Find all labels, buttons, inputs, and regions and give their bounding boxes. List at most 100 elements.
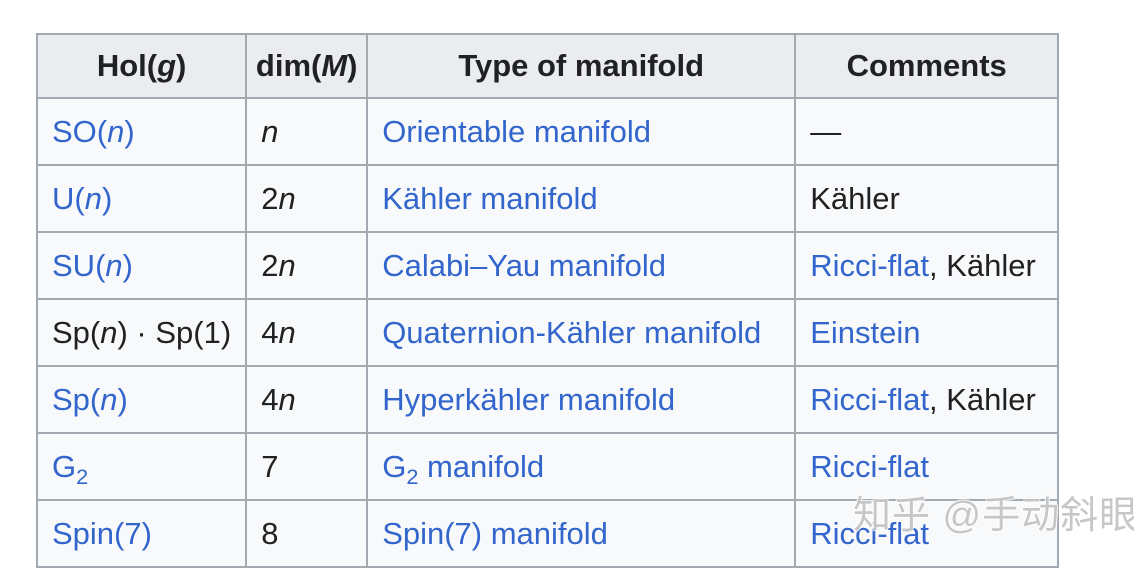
type-cell: Kähler manifold (366, 164, 797, 233)
hol-text: Sp( (52, 314, 101, 350)
table-row: U(n) 2n Kähler manifold Kähler (35, 164, 1060, 233)
comments-cell: — (794, 97, 1060, 166)
header-hol-text: Hol( (96, 48, 158, 83)
comment-text: Kähler (810, 180, 900, 216)
hol-text: Spin(7) (52, 515, 152, 551)
dim-num: 2 (261, 247, 279, 283)
hol-cell: G2 (35, 432, 248, 501)
hol-var: n (100, 314, 118, 350)
hol-close: ) (124, 113, 135, 149)
header-hol-var: g (157, 48, 177, 83)
column-header-hol: Hol(g) (35, 33, 248, 99)
comment-link[interactable]: Ricci-flat (810, 515, 930, 551)
hol-link[interactable]: Sp(n) (52, 382, 128, 417)
holonomy-classification-table: Hol(g) dim(M) Type of manifold Comments … (35, 33, 1060, 568)
type-text: G (382, 448, 407, 484)
comments-cell: Kähler (794, 164, 1060, 233)
dim-cell: 2n (245, 164, 369, 233)
comments-cell: Ricci-flat, Kähler (794, 365, 1060, 434)
type-link[interactable]: Kähler manifold (382, 180, 598, 216)
hol-var: n (100, 381, 118, 417)
table-row: Sp(n) 4n Hyperkähler manifold Ricci-flat… (35, 365, 1060, 434)
hol-subscript: 2 (76, 463, 89, 489)
dim-num: 2 (261, 180, 279, 216)
hol-link[interactable]: U(n) (52, 181, 112, 216)
hol-text: G (52, 448, 77, 484)
type-subscript: 2 (406, 463, 419, 489)
dim-var: n (261, 113, 279, 149)
hol-link[interactable]: SO(n) (52, 114, 135, 149)
type-cell: Quaternion-Kähler manifold (366, 298, 797, 367)
type-link[interactable]: Quaternion-Kähler manifold (382, 314, 762, 350)
dim-var: n (278, 180, 296, 216)
hol-close: ) (117, 381, 128, 417)
type-cell: Spin(7) manifold (366, 499, 797, 568)
type-link[interactable]: G2 manifold (382, 448, 545, 488)
dim-num: 8 (261, 515, 279, 551)
type-cell: Calabi–Yau manifold (366, 231, 797, 300)
column-header-dim: dim(M) (245, 33, 369, 99)
hol-text: U( (52, 180, 85, 216)
hol-close: ) (122, 247, 133, 283)
type-cell: G2 manifold (366, 432, 797, 501)
table-row: Sp(n) · Sp(1) 4n Quaternion-Kähler manif… (35, 298, 1060, 367)
comment-link[interactable]: Einstein (810, 314, 921, 350)
hol-link[interactable]: G2 (52, 448, 88, 488)
hol-plain: Sp(n) · Sp(1) (52, 315, 231, 350)
comments-cell: Ricci-flat (794, 499, 1060, 568)
type-link[interactable]: Spin(7) manifold (382, 515, 608, 551)
dim-cell: 8 (245, 499, 369, 568)
dim-cell: n (245, 97, 369, 166)
table-row: G2 7 G2 manifold Ricci-flat (35, 432, 1060, 501)
comment-link[interactable]: Ricci-flat (810, 448, 930, 484)
hol-cell: SO(n) (35, 97, 248, 166)
hol-cell: SU(n) (35, 231, 248, 300)
header-dim-var: M (321, 48, 348, 83)
dim-cell: 4n (245, 365, 369, 434)
hol-text: Sp( (52, 381, 101, 417)
comments-cell: Einstein (794, 298, 1060, 367)
type-cell: Orientable manifold (366, 97, 797, 166)
comments-cell: Ricci-flat (794, 432, 1060, 501)
hol-cell: Spin(7) (35, 499, 248, 568)
hol-text: SO( (52, 113, 108, 149)
table-row: SO(n) n Orientable manifold — (35, 97, 1060, 166)
header-dim-close: ) (347, 48, 358, 83)
column-header-comments: Comments (794, 33, 1060, 99)
hol-close: ) · Sp(1) (117, 314, 232, 350)
hol-link[interactable]: Spin(7) (52, 516, 152, 551)
header-row: Hol(g) dim(M) Type of manifold Comments (35, 33, 1060, 99)
dim-var: n (278, 381, 296, 417)
comment-text: , Kähler (929, 247, 1036, 283)
dim-num: 4 (261, 314, 279, 350)
hol-cell: U(n) (35, 164, 248, 233)
comment-link[interactable]: Ricci-flat (810, 247, 930, 283)
table-row: SU(n) 2n Calabi–Yau manifold Ricci-flat,… (35, 231, 1060, 300)
column-header-type: Type of manifold (366, 33, 797, 99)
type-link[interactable]: Orientable manifold (382, 113, 652, 149)
type-link[interactable]: Hyperkähler manifold (382, 381, 676, 417)
comment-text: — (810, 113, 842, 149)
hol-var: n (107, 113, 125, 149)
type-link[interactable]: Calabi–Yau manifold (382, 247, 666, 283)
dim-num: 7 (261, 448, 279, 484)
dim-cell: 7 (245, 432, 369, 501)
hol-link[interactable]: SU(n) (52, 248, 133, 283)
dim-cell: 4n (245, 298, 369, 367)
dim-cell: 2n (245, 231, 369, 300)
header-dim-text: dim( (255, 48, 322, 83)
dim-var: n (278, 314, 296, 350)
hol-close: ) (101, 180, 113, 216)
header-hol-close: ) (176, 48, 187, 83)
comment-link[interactable]: Ricci-flat (810, 381, 930, 417)
hol-var: n (105, 247, 123, 283)
hol-cell: Sp(n) · Sp(1) (35, 298, 248, 367)
comment-text: , Kähler (929, 381, 1036, 417)
dim-var: n (278, 247, 296, 283)
hol-cell: Sp(n) (35, 365, 248, 434)
hol-text: SU( (52, 247, 106, 283)
comments-cell: Ricci-flat, Kähler (794, 231, 1060, 300)
hol-var: n (84, 180, 102, 216)
dim-num: 4 (261, 381, 279, 417)
type-rest: manifold (418, 448, 545, 484)
